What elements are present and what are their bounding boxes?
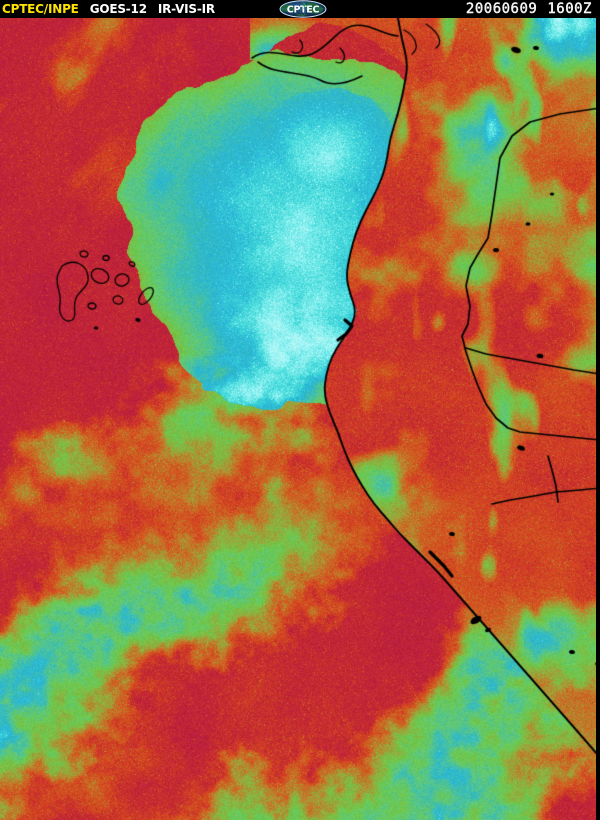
header-left-labels: CPTEC/INPE GOES-12 IR-VIS-IR [2, 1, 215, 17]
agency-label: CPTEC/INPE [2, 2, 79, 16]
satellite-label: GOES-12 [89, 2, 147, 16]
channel-label: IR-VIS-IR [157, 2, 215, 16]
date-stamp: 20060609 [465, 1, 538, 17]
goes12-ir-vis-ir-image [0, 18, 600, 820]
svg-text:CPTEC: CPTEC [287, 5, 320, 16]
cptec-globe-logo-icon: CPTEC [278, 0, 328, 18]
header-timestamp-group: 20060609 1600Z [466, 0, 592, 18]
time-stamp: 1600Z [547, 1, 592, 17]
satellite-image-canvas [0, 18, 600, 820]
image-right-border [596, 0, 600, 820]
header-bar: CPTEC/INPE GOES-12 IR-VIS-IR [0, 0, 600, 18]
